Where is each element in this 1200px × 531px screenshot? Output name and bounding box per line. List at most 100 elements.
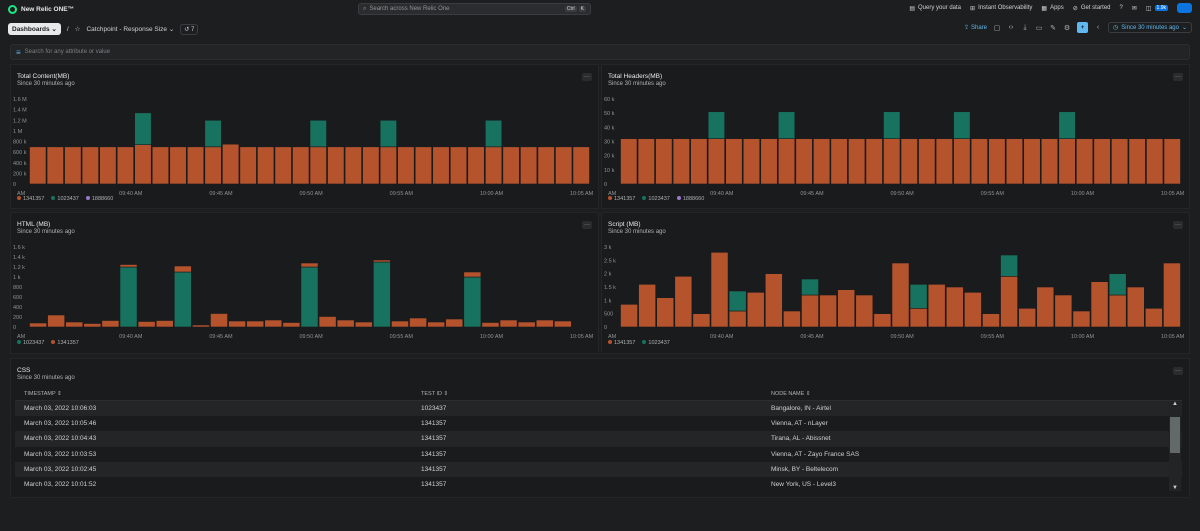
bar-1341357[interactable] bbox=[264, 319, 283, 328]
bar-1341357[interactable] bbox=[344, 146, 362, 185]
time-picker[interactable]: ◷ Since 30 minutes ago ⌄ bbox=[1108, 22, 1192, 33]
bar-1341357[interactable] bbox=[535, 319, 554, 328]
bar-1341357[interactable] bbox=[499, 319, 518, 328]
get-started-link[interactable]: ⊘ Get started bbox=[1073, 5, 1111, 12]
apps-link[interactable]: ▦ Apps bbox=[1041, 5, 1063, 12]
bar-1341357[interactable] bbox=[572, 146, 590, 185]
brand-logo[interactable]: New Relic ONE™ bbox=[8, 4, 74, 14]
bar-1023437[interactable] bbox=[1000, 254, 1018, 277]
bar-1341357[interactable] bbox=[1005, 138, 1024, 185]
bar-1341357[interactable] bbox=[927, 284, 946, 328]
panel-menu-button[interactable]: ··· bbox=[582, 221, 592, 229]
bar-1341357[interactable] bbox=[1163, 138, 1181, 185]
bar-1341357[interactable] bbox=[1111, 138, 1129, 185]
bar-1341357[interactable] bbox=[837, 289, 856, 328]
bar-1341357[interactable] bbox=[169, 146, 187, 185]
bar-1341357[interactable] bbox=[953, 138, 971, 185]
bar-1341357[interactable] bbox=[656, 297, 675, 328]
bar-1341357[interactable] bbox=[945, 286, 964, 328]
bar-1341357[interactable] bbox=[65, 321, 84, 328]
bar-1341357[interactable] bbox=[327, 146, 345, 185]
bar-1341357[interactable] bbox=[186, 146, 205, 185]
bar-1341357[interactable] bbox=[909, 308, 928, 328]
bar-1341357[interactable] bbox=[520, 146, 538, 185]
bar-1341357[interactable] bbox=[690, 138, 708, 185]
legend-item[interactable]: 1888660 bbox=[85, 196, 113, 202]
legend-item[interactable]: 1341357 bbox=[51, 340, 79, 346]
bar-1341357[interactable] bbox=[813, 138, 831, 185]
bar-1341357[interactable] bbox=[116, 146, 134, 185]
settings-icon[interactable]: ⚙ bbox=[1063, 24, 1071, 32]
bar-1341357[interactable] bbox=[1058, 138, 1076, 185]
bar-1341357[interactable] bbox=[485, 146, 503, 185]
panel-menu-button[interactable]: ··· bbox=[1173, 73, 1183, 81]
bar-1341357[interactable] bbox=[873, 313, 892, 328]
bar-1341357[interactable] bbox=[155, 320, 174, 328]
bar-1341357[interactable] bbox=[292, 146, 310, 185]
bar-1341357[interactable] bbox=[692, 313, 711, 328]
bar-1341357[interactable] bbox=[192, 324, 210, 328]
legend-item[interactable]: 1023437 bbox=[51, 196, 79, 202]
bar-1341357[interactable] bbox=[391, 320, 409, 328]
bar-1341357[interactable] bbox=[47, 314, 65, 328]
bar-1341357[interactable] bbox=[210, 313, 228, 328]
bar-1341357[interactable] bbox=[672, 138, 690, 185]
bar-1341357[interactable] bbox=[1090, 281, 1109, 328]
bar-1341357[interactable] bbox=[397, 146, 415, 185]
bar-1341357[interactable] bbox=[29, 322, 47, 328]
bar-1341357[interactable] bbox=[637, 138, 655, 185]
bar-1341357[interactable] bbox=[481, 322, 500, 328]
bar-1341357[interactable] bbox=[982, 313, 1000, 328]
edit-icon[interactable]: ✎ bbox=[1050, 24, 1056, 32]
favorite-star-icon[interactable]: ☆ bbox=[74, 26, 81, 33]
bar-1341357[interactable] bbox=[918, 138, 936, 185]
bar-1341357[interactable] bbox=[760, 138, 778, 185]
tv-mode-icon[interactable]: ▭ bbox=[1035, 24, 1043, 32]
scroll-down-icon[interactable]: ▼ bbox=[1172, 485, 1178, 491]
bar-1341357[interactable] bbox=[830, 138, 848, 185]
table-row[interactable]: March 03, 2022 10:04:43 1341357 Tirana, AL… bbox=[15, 431, 1182, 447]
bar-1341357[interactable] bbox=[239, 146, 257, 185]
bar-1341357[interactable] bbox=[537, 146, 555, 185]
share-button[interactable]: ⇪ Share bbox=[964, 24, 987, 32]
bar-1341357[interactable] bbox=[555, 146, 573, 185]
bar-1341357[interactable] bbox=[300, 262, 319, 268]
bar-1341357[interactable] bbox=[83, 323, 102, 328]
bar-1023437[interactable] bbox=[373, 261, 391, 328]
bar-1341357[interactable] bbox=[964, 292, 982, 328]
feedback-button[interactable]: ✉ bbox=[1132, 5, 1137, 12]
bar-1023437[interactable] bbox=[119, 266, 138, 328]
scroll-up-icon[interactable]: ▲ bbox=[1172, 401, 1178, 407]
bar-1341357[interactable] bbox=[1093, 138, 1111, 185]
bar-1341357[interactable] bbox=[336, 319, 355, 328]
legend-item[interactable]: 1341357 bbox=[608, 196, 635, 202]
bar-1341357[interactable] bbox=[414, 146, 433, 185]
bar-1023437[interactable] bbox=[883, 111, 901, 139]
bar-1341357[interactable] bbox=[463, 271, 482, 278]
bar-1341357[interactable] bbox=[373, 259, 391, 263]
scrollbar-thumb[interactable] bbox=[1170, 417, 1180, 453]
bar-1341357[interactable] bbox=[764, 273, 783, 328]
bar-1023437[interactable] bbox=[379, 119, 397, 148]
bar-1341357[interactable] bbox=[119, 264, 138, 268]
bar-1341357[interactable] bbox=[710, 252, 729, 328]
bar-1341357[interactable] bbox=[891, 262, 910, 328]
bar-1341357[interactable] bbox=[137, 321, 156, 328]
dashboards-button[interactable]: Dashboards ⌄ bbox=[8, 23, 61, 35]
bar-1341357[interactable] bbox=[409, 317, 427, 328]
help-button[interactable]: ? bbox=[1120, 5, 1123, 11]
bar-1341357[interactable] bbox=[638, 284, 656, 328]
bar-1341357[interactable] bbox=[81, 146, 99, 185]
bar-1341357[interactable] bbox=[1023, 138, 1041, 185]
bar-1341357[interactable] bbox=[746, 292, 765, 328]
bar-1341357[interactable] bbox=[935, 138, 953, 185]
bar-1023437[interactable] bbox=[1058, 111, 1076, 139]
bar-1341357[interactable] bbox=[620, 138, 638, 185]
table-row[interactable]: March 03, 2022 10:06:03 1023437 Bangalore,… bbox=[15, 401, 1182, 417]
bar-1341357[interactable] bbox=[64, 146, 82, 185]
bar-1341357[interactable] bbox=[855, 294, 874, 328]
bar-1341357[interactable] bbox=[274, 146, 292, 185]
bar-1341357[interactable] bbox=[819, 294, 837, 328]
bar-1341357[interactable] bbox=[173, 265, 192, 273]
bar-1341357[interactable] bbox=[517, 321, 536, 328]
